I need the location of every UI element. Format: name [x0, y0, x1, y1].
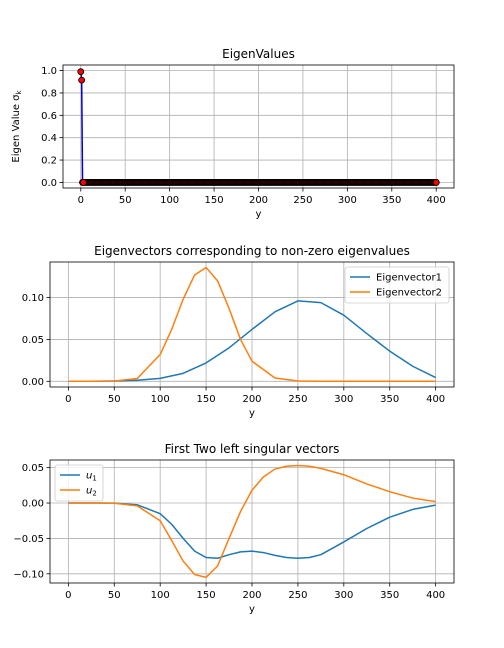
chart-title: Eigenvectors corresponding to non-zero e…: [94, 244, 410, 258]
data-point: [77, 68, 85, 76]
y-tick-label: 0.00: [22, 499, 44, 510]
chart-title: First Two left singular vectors: [165, 442, 340, 456]
x-tick-label: 250: [293, 195, 312, 206]
y-tick-label: 0.10: [22, 293, 44, 304]
x-tick-label: 350: [380, 590, 399, 601]
x-tick-label: 100: [151, 394, 170, 405]
chart-panel-2: 0 50 100 150 200 250 300 350 400 0.00 0.05 0.10 Eige…: [22, 244, 455, 419]
plot-area: [68, 266, 436, 383]
x-tick-label: 150: [197, 590, 216, 601]
series-line-2: [68, 464, 436, 579]
plot-area: [77, 68, 440, 186]
x-tick-label: 200: [242, 394, 261, 405]
x-tick-label: 200: [242, 590, 261, 601]
x-tick-label: 300: [338, 195, 357, 206]
chart-title: EigenValues: [222, 47, 295, 61]
y-tick-label: 0.0: [41, 178, 57, 189]
y-tick-label: 0.05: [22, 335, 44, 346]
x-tick-label: 300: [334, 394, 353, 405]
legend-box: [344, 266, 450, 304]
data-point: [432, 179, 440, 186]
x-tick-label: 300: [334, 590, 353, 601]
plot-area: [68, 464, 436, 579]
x-tick-label: 400: [427, 195, 446, 206]
x-tick-label: 400: [426, 394, 445, 405]
x-tick-label: 50: [108, 394, 121, 405]
y-tick-label: −0.10: [13, 569, 44, 580]
legend-box: [54, 464, 104, 502]
y-tick-label: 0.8: [41, 88, 57, 99]
x-tick-label: 350: [382, 195, 401, 206]
series-line-1: [68, 300, 436, 383]
legend-entry: Eigenvector2: [376, 288, 442, 299]
chart-panel-3: 0 50 100 150 200 250 300 350 400 −0.10 −0.05 0.00 0.…: [13, 442, 455, 615]
x-tick-label: 150: [205, 195, 224, 206]
y-tick-label: 0.6: [41, 111, 57, 122]
legend-entry: u1: [86, 471, 97, 483]
legend-entry: u2: [86, 486, 97, 498]
data-point: [78, 76, 86, 84]
x-axis-label: y: [256, 209, 262, 220]
x-tick-label: 350: [380, 394, 399, 405]
y-tick-label: 0.2: [41, 156, 57, 167]
y-tick-label: 0.4: [41, 133, 57, 144]
x-axis-label: y: [249, 604, 255, 615]
x-tick-label: 100: [151, 590, 170, 601]
legend: Eigenvector1 Eigenvector2: [344, 266, 450, 304]
chart-panel-1: 0 50 100 150 200 250 300 350 400 0.0 0.2 0.4 0.6 0.8 1…: [11, 47, 455, 220]
x-tick-label: 250: [288, 590, 307, 601]
y-tick-label: 1.0: [41, 66, 57, 77]
x-tick-label: 0: [65, 590, 71, 601]
y-tick-label: 0.00: [22, 377, 44, 388]
x-tick-label: 150: [197, 394, 216, 405]
x-tick-label: 400: [426, 590, 445, 601]
x-axis-label: y: [249, 408, 255, 419]
x-tick-label: 0: [65, 394, 71, 405]
data-point: [80, 179, 87, 186]
y-tick-label: 0.05: [22, 463, 44, 474]
x-tick-label: 0: [78, 195, 84, 206]
x-tick-label: 250: [288, 394, 307, 405]
x-tick-label: 100: [160, 195, 179, 206]
y-tick-label: −0.05: [13, 534, 44, 545]
series-line-1: [68, 502, 436, 559]
x-tick-label: 200: [249, 195, 268, 206]
x-tick-label: 50: [108, 590, 121, 601]
legend-entry: Eigenvector1: [376, 273, 442, 284]
y-axis-label: Eigen Value σk: [11, 89, 23, 162]
x-tick-label: 50: [119, 195, 132, 206]
series-line-2: [68, 266, 436, 383]
